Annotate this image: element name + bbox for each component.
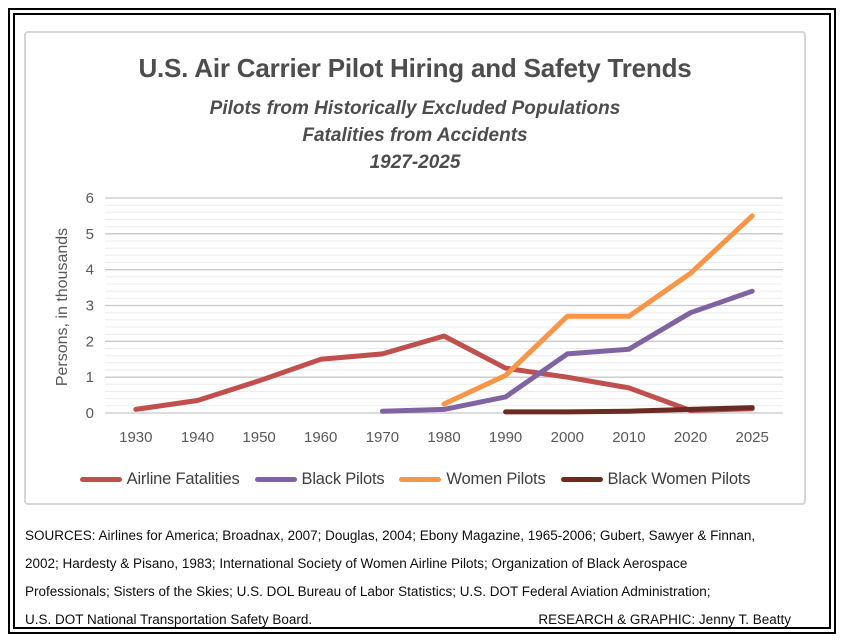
legend-label-women-pilots: Women Pilots — [446, 470, 546, 488]
legend-item-black-women-pilots: Black Women Pilots — [560, 470, 751, 489]
series-line-women-pilots — [441, 213, 755, 407]
legend-item-black-pilots: Black Pilots — [254, 470, 385, 489]
chart-subtitle: Pilots from Historically Excluded Popula… — [26, 95, 804, 176]
x-tick-label: 2020 — [674, 429, 707, 446]
legend-label-black-women-pilots: Black Women Pilots — [607, 470, 751, 488]
x-tick-label: 2010 — [612, 429, 645, 446]
chart-title: U.S. Air Carrier Pilot Hiring and Safety… — [138, 53, 692, 83]
legend-label-black-pilots: Black Pilots — [301, 470, 385, 488]
x-tick-label: 2025 — [736, 429, 769, 446]
x-tick-label: 2000 — [551, 429, 584, 446]
x-tick-label: 1950 — [242, 429, 275, 446]
legend-swatch-women-pilots — [399, 477, 442, 482]
source-line-1: SOURCES: Airlines for America; Broadnax,… — [25, 528, 756, 543]
chart-subtitle-line-3: 1927-2025 — [369, 152, 461, 173]
source-line-3: Professionals; Sisters of the Skies; U.S… — [25, 584, 711, 599]
source-line-2: 2002; Hardesty & Pisano, 1983; Internati… — [25, 556, 688, 571]
x-tick-label: 1990 — [489, 429, 522, 446]
legend-swatch-black-pilots — [254, 477, 297, 482]
y-tick-label: 2 — [86, 333, 94, 350]
series-line-black-pilots — [379, 288, 755, 414]
legend-swatch-airline-fatalities — [79, 477, 122, 482]
y-tick-label: 0 — [86, 405, 94, 422]
y-tick-label: 4 — [86, 262, 94, 279]
source-line-4: U.S. DOT National Transportation Safety … — [25, 612, 313, 627]
x-tick-label: 1940 — [181, 429, 214, 446]
x-tick-label: 1970 — [366, 429, 399, 446]
trend-chart: 0 1 2 3 4 5 6 1930 1940 1950 1960 1970 1980 1990 2000 2… — [86, 190, 783, 446]
chart-panel: U.S. Air Carrier Pilot Hiring and Safety… — [24, 31, 806, 505]
sources-text: SOURCES: Airlines for America; Broadnax,… — [25, 522, 791, 634]
y-tick-label: 3 — [86, 298, 94, 315]
page-frame-outer — [8, 8, 836, 634]
chart-legend: Airline Fatalities Black Pilots Women Pilo… — [26, 470, 804, 489]
x-tick-label: 1980 — [427, 429, 460, 446]
series-line-airline-fatalities — [133, 333, 755, 413]
legend-label-airline-fatalities: Airline Fatalities — [126, 470, 240, 488]
series-line-black-women-pilots — [503, 405, 755, 415]
y-tick-label: 6 — [86, 190, 94, 207]
credit-text: RESEARCH & GRAPHIC: Jenny T. Beatty — [538, 612, 791, 627]
legend-item-airline-fatalities: Airline Fatalities — [79, 470, 240, 489]
y-tick-label: 1 — [86, 369, 94, 386]
legend-swatch-black-women-pilots — [560, 477, 603, 482]
legend-item-women-pilots: Women Pilots — [399, 470, 546, 489]
page-frame-inner — [13, 13, 831, 629]
chart-subtitle-line-1: Pilots from Historically Excluded Popula… — [209, 98, 621, 119]
y-tick-label: 5 — [86, 226, 94, 243]
x-tick-label: 1960 — [304, 429, 337, 446]
x-tick-label: 1930 — [119, 429, 152, 446]
chart-subtitle-line-2: Fatalities from Accidents — [302, 125, 528, 146]
